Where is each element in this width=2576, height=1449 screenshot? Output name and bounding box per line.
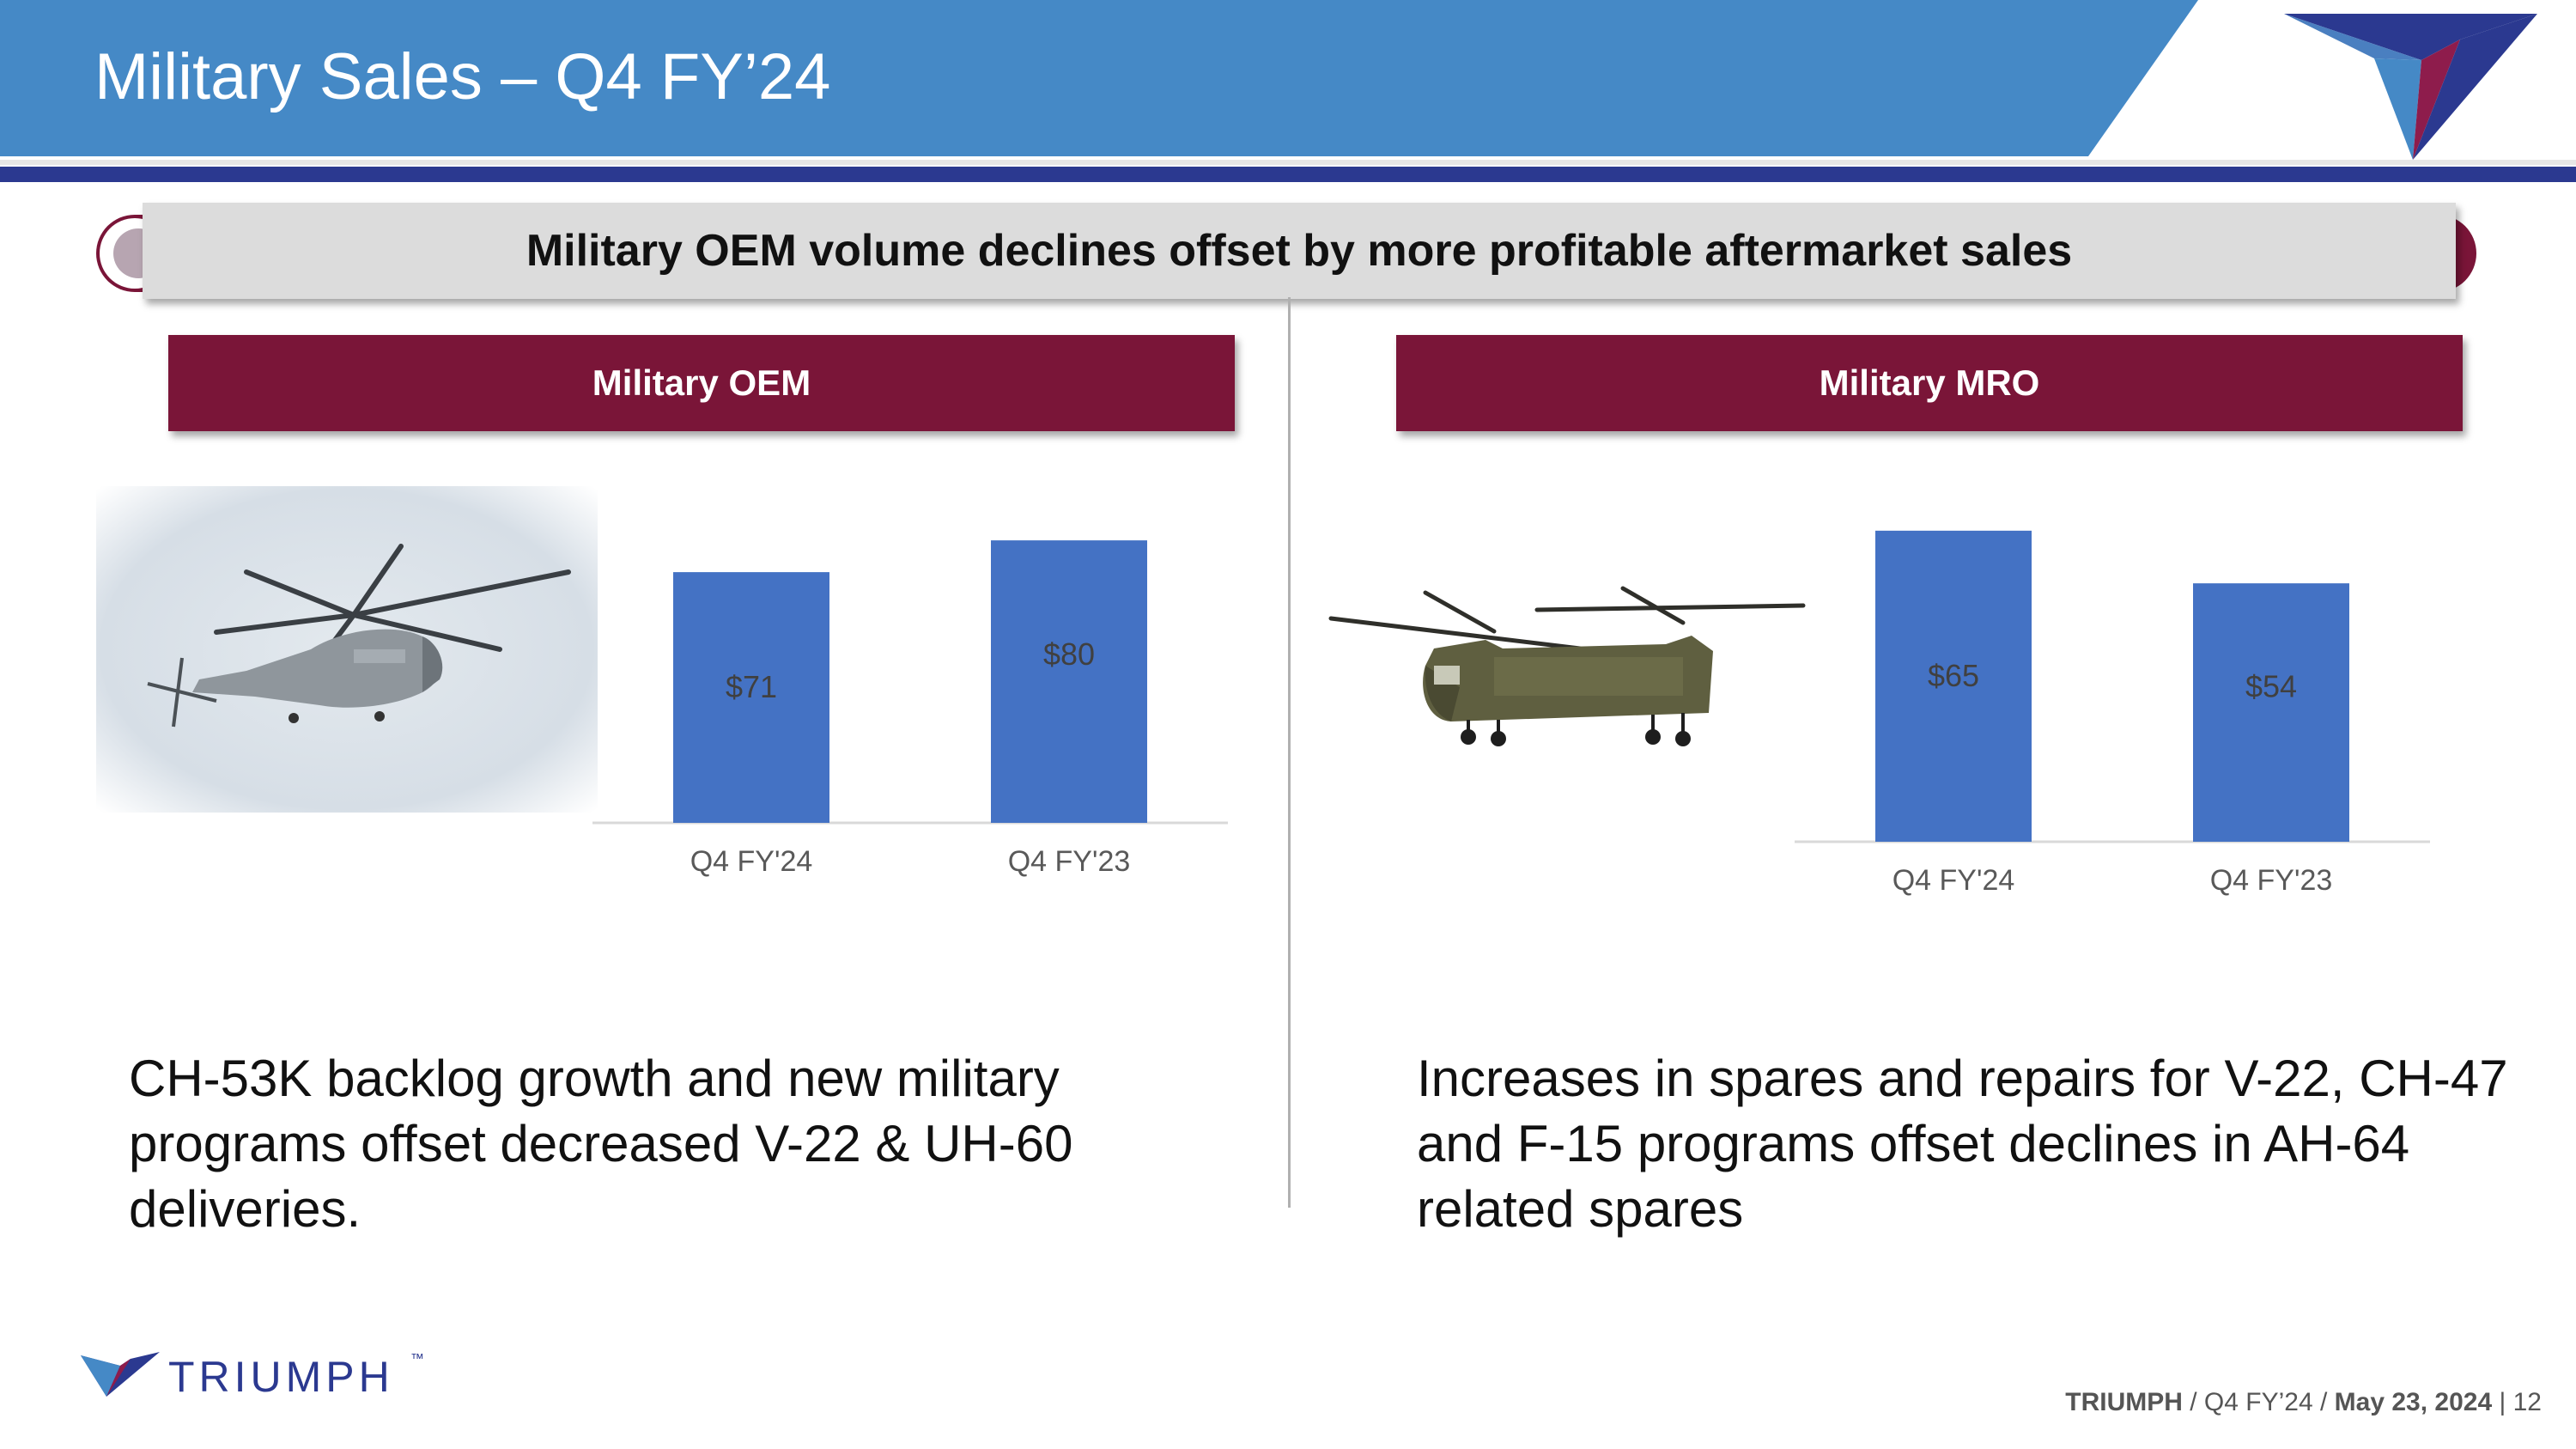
triumph-wordmark: TRIUMPH (168, 1353, 394, 1401)
footer-period: Q4 FY’24 (2203, 1388, 2313, 1416)
panel-divider (1288, 297, 1291, 1208)
header-rule (0, 167, 2576, 182)
bar (1875, 530, 2032, 842)
header-rule-light (0, 160, 2576, 165)
military-mro-bar-chart: $65 Q4 FY'24 $54 Q4 FY'23 (1795, 530, 2430, 897)
x-tick-label: Q4 FY'23 (2210, 864, 2333, 897)
bar-data-label: $54 (2245, 669, 2297, 704)
footer-separator: | (2492, 1388, 2513, 1416)
x-tick-label: Q4 FY'24 (690, 845, 813, 878)
trademark-symbol: ™ (410, 1352, 424, 1367)
ch-47-helicopter-image (1328, 586, 1806, 746)
key-message-banner: Military OEM volume declines offset by m… (143, 203, 2456, 299)
page-title: Military Sales – Q4 FY’24 (94, 40, 831, 113)
bar (673, 572, 829, 823)
triumph-logo-icon (2284, 14, 2537, 160)
footer-company: TRIUMPH (2065, 1388, 2183, 1416)
military-mro-caption: Increases in spares and repairs for V-22… (1417, 1050, 2508, 1238)
triumph-mark-icon (81, 1352, 160, 1397)
bar (2193, 583, 2349, 842)
footer-date: May 23, 2024 (2334, 1388, 2493, 1416)
ch-53k-helicopter-image (96, 486, 598, 813)
header-band (0, 0, 2198, 156)
triumph-wordmark-logo: TRIUMPH ™ (79, 1340, 440, 1409)
footer-separator: / (2312, 1388, 2335, 1416)
military-oem-caption: CH-53K backlog growth and new military p… (129, 1050, 1073, 1238)
military-oem-header: Military OEM (168, 335, 1235, 431)
x-tick-label: Q4 FY'23 (1008, 845, 1131, 878)
footer: TRIUMPH / Q4 FY’24 / May 23, 2024 | 12 (2065, 1388, 2542, 1417)
page-number: 12 (2512, 1388, 2542, 1416)
x-tick-label: Q4 FY'24 (1893, 864, 2015, 897)
bar (991, 540, 1147, 823)
footer-separator: / (2182, 1388, 2204, 1416)
key-message-text: Military OEM volume declines offset by m… (526, 226, 2073, 276)
military-oem-bar-chart: $71 Q4 FY'24 $80 Q4 FY'23 (592, 540, 1228, 878)
bar-data-label: $65 (1928, 658, 1979, 693)
bar-data-label: $71 (726, 669, 777, 704)
military-mro-header: Military MRO (1396, 335, 2463, 431)
bar-data-label: $80 (1043, 636, 1095, 672)
